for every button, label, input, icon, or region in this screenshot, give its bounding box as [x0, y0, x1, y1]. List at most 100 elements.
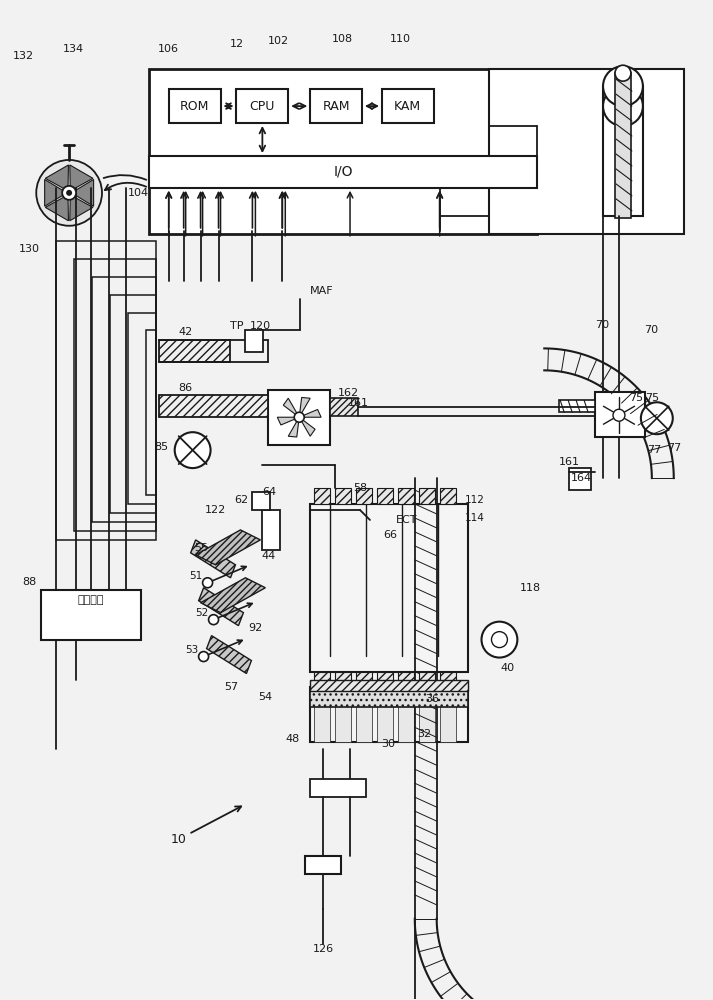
Circle shape [613, 409, 625, 421]
Text: 85: 85 [155, 442, 169, 452]
Bar [146, 330, 155, 495]
Text: 106: 106 [158, 44, 179, 54]
Text: I/O: I/O [333, 165, 353, 179]
Bar [356, 488, 372, 504]
Bar [310, 687, 468, 742]
Circle shape [62, 186, 76, 200]
Bar [335, 488, 351, 504]
Text: 53: 53 [185, 645, 199, 655]
Text: 点火系统: 点火系统 [78, 595, 104, 605]
Text: 126: 126 [312, 944, 334, 954]
Text: 64: 64 [262, 487, 277, 497]
Bar [41, 590, 141, 640]
Bar [149, 69, 538, 234]
Text: 134: 134 [63, 44, 83, 54]
Circle shape [36, 160, 102, 226]
Text: 86: 86 [178, 383, 193, 393]
Text: KAM: KAM [394, 100, 421, 113]
Bar [419, 672, 435, 687]
Text: 118: 118 [519, 583, 540, 593]
Bar [310, 687, 468, 707]
Polygon shape [299, 409, 321, 417]
Text: 40: 40 [501, 663, 515, 673]
Text: 54: 54 [258, 692, 272, 702]
FancyArrowPatch shape [103, 175, 146, 180]
Text: 75: 75 [629, 393, 643, 403]
Bar [595, 392, 645, 437]
Polygon shape [70, 196, 93, 221]
Bar [252, 492, 270, 510]
Polygon shape [45, 179, 64, 206]
Polygon shape [74, 179, 93, 206]
Text: 42: 42 [178, 327, 193, 337]
Bar [335, 672, 351, 687]
Circle shape [603, 66, 643, 106]
Text: 44: 44 [261, 551, 275, 561]
Polygon shape [195, 530, 260, 565]
Bar [569, 468, 591, 490]
Text: 10: 10 [170, 833, 187, 846]
Bar [169, 89, 220, 123]
Text: TP: TP [230, 321, 243, 331]
Bar [56, 241, 155, 540]
Circle shape [294, 412, 304, 422]
Polygon shape [283, 398, 299, 417]
Bar [377, 488, 393, 504]
Text: 92: 92 [248, 623, 262, 633]
Bar [74, 259, 155, 531]
Bar [377, 687, 393, 742]
Bar [559, 400, 595, 412]
Text: 164: 164 [570, 473, 592, 483]
Text: 51: 51 [190, 571, 202, 581]
Text: 162: 162 [338, 388, 359, 398]
Text: 32: 32 [418, 729, 432, 739]
Text: 122: 122 [205, 505, 226, 515]
Polygon shape [299, 397, 310, 417]
Circle shape [199, 652, 209, 662]
Polygon shape [70, 165, 93, 189]
Polygon shape [46, 165, 68, 189]
Text: 104: 104 [128, 188, 150, 198]
Text: CPU: CPU [250, 100, 275, 113]
Text: 30: 30 [381, 739, 395, 749]
Bar [159, 340, 230, 362]
Polygon shape [277, 417, 299, 425]
Bar [305, 856, 341, 874]
Bar [314, 687, 330, 742]
Text: 48: 48 [285, 734, 299, 744]
Text: 130: 130 [19, 244, 40, 254]
Bar [149, 156, 538, 188]
Text: 66: 66 [383, 530, 397, 540]
Text: 70: 70 [644, 325, 658, 335]
Polygon shape [299, 417, 315, 436]
Text: 52: 52 [195, 608, 209, 618]
Text: 12: 12 [230, 39, 244, 49]
Bar [356, 672, 372, 687]
Bar [440, 672, 456, 687]
Circle shape [491, 632, 508, 648]
Bar [490, 69, 684, 234]
Bar [330, 398, 358, 416]
Circle shape [209, 615, 219, 625]
Bar [110, 295, 155, 513]
Circle shape [641, 402, 673, 434]
Circle shape [615, 65, 631, 81]
Polygon shape [199, 588, 243, 626]
Bar [440, 488, 456, 504]
Bar [382, 89, 434, 123]
Text: MAF: MAF [310, 286, 334, 296]
Bar [245, 330, 263, 352]
Bar [398, 672, 414, 687]
Bar [268, 390, 330, 445]
Text: 108: 108 [332, 34, 353, 44]
Text: 132: 132 [13, 51, 34, 61]
Text: 62: 62 [235, 495, 248, 505]
Bar [356, 687, 372, 742]
Polygon shape [200, 578, 265, 613]
Circle shape [175, 432, 210, 468]
Bar [419, 488, 435, 504]
Text: 161: 161 [559, 457, 580, 467]
Bar [615, 73, 631, 218]
Text: 57: 57 [225, 682, 238, 692]
Bar [237, 89, 288, 123]
